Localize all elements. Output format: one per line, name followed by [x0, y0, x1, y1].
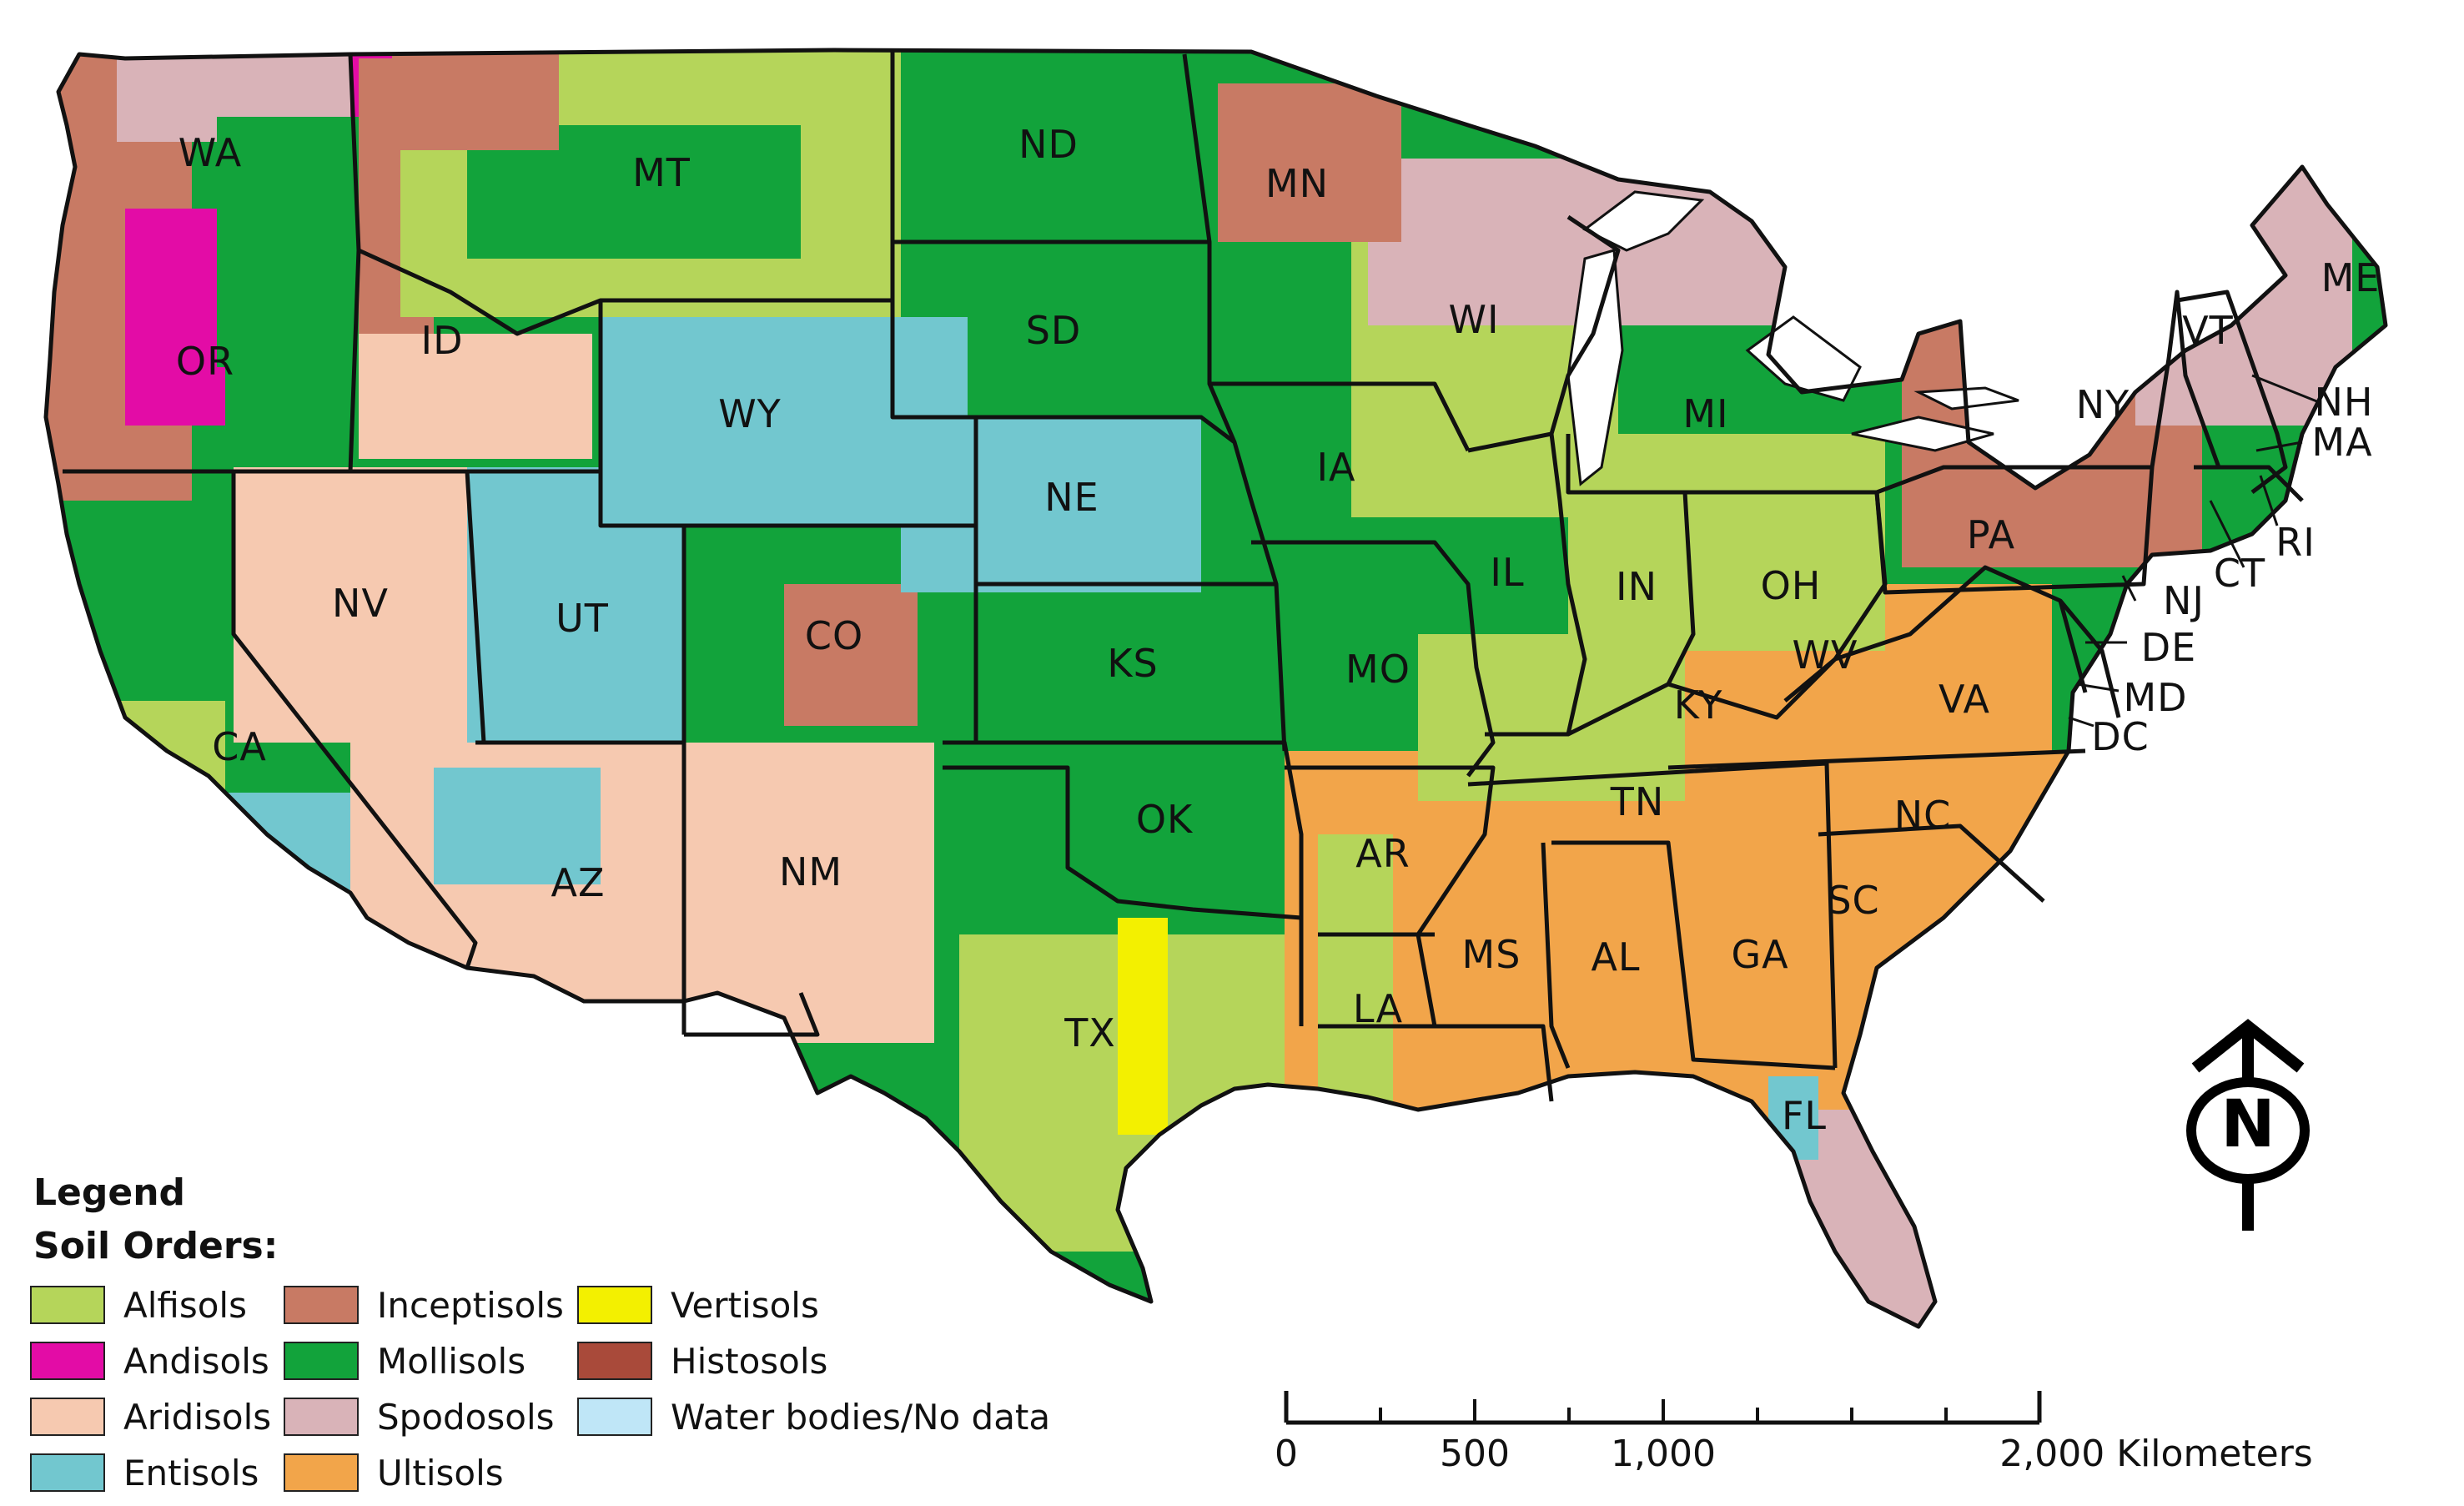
state-label-sd: SD: [1025, 308, 1082, 353]
state-label-mo: MO: [1345, 647, 1411, 692]
scale-label-2000: 2,000 Kilometers: [1999, 1433, 2313, 1475]
legend-label-vertisols: Vertisols: [671, 1284, 819, 1326]
state-label-ga: GA: [1731, 932, 1789, 977]
legend-label-entisols: Entisols: [123, 1452, 259, 1493]
legend-label-inceptisols: Inceptisols: [377, 1284, 564, 1326]
state-label-va: VA: [1939, 677, 1990, 722]
state-label-la: LA: [1352, 986, 1404, 1031]
north-arrow-letter: N: [2220, 1087, 2275, 1162]
state-label-ky: KY: [1673, 682, 1723, 728]
legend-item-aridisols: Aridisols: [30, 1393, 271, 1440]
scale-bar: 0 500 1,000 2,000 Kilometers: [1251, 1381, 2336, 1498]
legend-swatch-histosols: [577, 1342, 652, 1380]
legend-subtitle: Soil Orders:: [33, 1225, 279, 1267]
legend: Legend Soil Orders: Alfisols Inceptisols…: [30, 1168, 1114, 1502]
legend-swatch-andisols: [30, 1342, 105, 1380]
state-label-oh: OH: [1760, 563, 1822, 608]
state-label-az: AZ: [551, 860, 606, 905]
legend-item-entisols: Entisols: [30, 1449, 259, 1496]
legend-item-histosols: Histosols: [577, 1337, 827, 1384]
state-label-me: ME: [2321, 255, 2381, 300]
legend-swatch-mollisols: [284, 1342, 359, 1380]
legend-label-spodosols: Spodosols: [377, 1396, 555, 1438]
legend-swatch-alfisols: [30, 1286, 105, 1324]
legend-item-water: Water bodies/No data: [577, 1393, 1050, 1440]
legend-label-ultisols: Ultisols: [377, 1452, 504, 1493]
scale-label-500: 500: [1440, 1433, 1510, 1475]
state-label-wa: WA: [178, 130, 243, 175]
legend-swatch-spodosols: [284, 1398, 359, 1436]
legend-item-alfisols: Alfisols: [30, 1282, 247, 1328]
legend-swatch-entisols: [30, 1453, 105, 1492]
state-label-tn: TN: [1610, 779, 1665, 824]
state-label-co: CO: [804, 613, 864, 658]
state-label-de: DE: [2140, 625, 2197, 670]
scale-label-1000: 1,000: [1611, 1433, 1716, 1475]
state-label-ia: IA: [1316, 445, 1356, 490]
legend-swatch-ultisols: [284, 1453, 359, 1492]
state-label-ri: RI: [2275, 520, 2316, 565]
north-arrow-icon: [2186, 1019, 2310, 1231]
legend-item-andisols: Andisols: [30, 1337, 269, 1384]
state-label-ma: MA: [2311, 420, 2373, 465]
legend-label-alfisols: Alfisols: [123, 1284, 247, 1326]
state-label-tx: TX: [1064, 1010, 1116, 1055]
scale-label-0: 0: [1275, 1433, 1298, 1475]
state-label-dc: DC: [2091, 714, 2150, 759]
legend-label-mollisols: Mollisols: [377, 1340, 526, 1382]
state-label-id: ID: [420, 318, 464, 363]
state-label-al: AL: [1591, 934, 1641, 980]
scale-bar-ruler: [1284, 1391, 2042, 1425]
state-label-sc: SC: [1827, 878, 1880, 923]
legend-item-vertisols: Vertisols: [577, 1282, 819, 1328]
legend-swatch-inceptisols: [284, 1286, 359, 1324]
state-label-ok: OK: [1135, 797, 1194, 842]
state-label-mi: MI: [1682, 391, 1729, 436]
state-label-fl: FL: [1781, 1093, 1828, 1138]
state-label-nv: NV: [332, 581, 389, 626]
legend-swatch-water: [577, 1398, 652, 1436]
legend-label-andisols: Andisols: [123, 1340, 269, 1382]
north-arrow: N: [2177, 1018, 2319, 1235]
state-label-ct: CT: [2213, 551, 2266, 596]
state-label-nj: NJ: [2163, 578, 2205, 623]
legend-item-mollisols: Mollisols: [284, 1337, 525, 1384]
state-label-ms: MS: [1461, 932, 1521, 977]
state-label-mn: MN: [1265, 161, 1330, 206]
state-label-ny: NY: [2075, 382, 2130, 427]
state-label-wv: WV: [1792, 632, 1858, 677]
state-label-pa: PA: [1966, 512, 2016, 557]
state-label-vt: VT: [2182, 308, 2234, 353]
state-label-wi: WI: [1448, 297, 1500, 342]
state-label-wy: WY: [718, 391, 782, 436]
state-label-nm: NM: [778, 849, 843, 894]
state-label-nh: NH: [2314, 380, 2374, 425]
legend-label-aridisols: Aridisols: [123, 1396, 272, 1438]
state-label-mt: MT: [632, 150, 691, 195]
state-label-ar: AR: [1355, 831, 1411, 876]
state-label-md: MD: [2123, 675, 2188, 720]
legend-label-histosols: Histosols: [671, 1340, 828, 1382]
state-label-ut: UT: [556, 596, 609, 641]
legend-title: Legend: [33, 1171, 186, 1214]
state-label-in: IN: [1616, 564, 1657, 609]
state-label-il: IL: [1490, 550, 1525, 595]
legend-item-inceptisols: Inceptisols: [284, 1282, 564, 1328]
state-label-nc: NC: [1893, 793, 1952, 838]
state-label-ks: KS: [1107, 641, 1159, 686]
legend-label-water: Water bodies/No data: [671, 1396, 1051, 1438]
state-label-or: OR: [175, 339, 235, 384]
legend-item-ultisols: Ultisols: [284, 1449, 504, 1496]
state-label-ne: NE: [1044, 475, 1099, 520]
state-label-ca: CA: [212, 724, 267, 769]
legend-swatch-aridisols: [30, 1398, 105, 1436]
legend-item-spodosols: Spodosols: [284, 1393, 555, 1440]
legend-swatch-vertisols: [577, 1286, 652, 1324]
state-label-nd: ND: [1018, 122, 1079, 167]
